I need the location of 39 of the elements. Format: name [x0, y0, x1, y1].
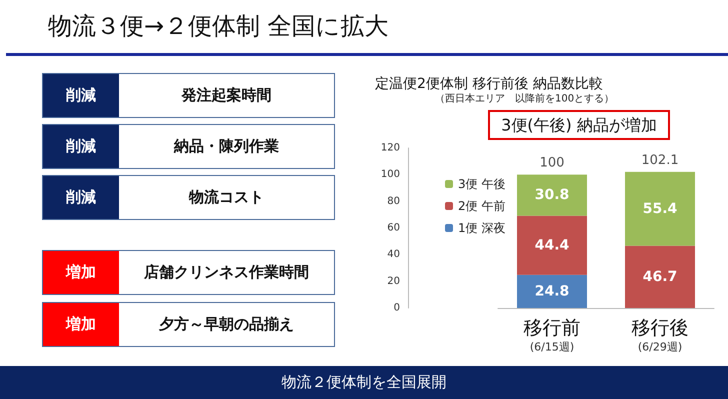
legend-label: 2便 午前 — [458, 199, 506, 213]
legend-label: 3便 午後 — [458, 177, 506, 191]
y-tick-label: 120 — [380, 142, 400, 154]
text: 3便(午後) 納品が増加 — [501, 116, 657, 134]
chart-title: 定温便2便体制 移行前後 納品数比較 — [375, 76, 603, 92]
text: 増加 — [43, 303, 119, 346]
text: 削減 — [43, 125, 119, 168]
bar — [625, 246, 695, 308]
bar — [517, 216, 587, 275]
bar — [517, 274, 587, 308]
data-label: 46.7 — [642, 268, 678, 285]
total-label: 102.1 — [641, 152, 679, 168]
text: 物流２便体制を全国展開 — [0, 366, 728, 399]
text: 物流３便→２便体制 全国に拡大 — [48, 11, 389, 42]
total-label: 100 — [540, 156, 564, 171]
bar — [625, 172, 695, 246]
text: 納品・陳列作業 — [119, 125, 334, 168]
data-label: 55.4 — [642, 200, 678, 217]
y-tick-label: 60 — [387, 222, 400, 234]
data-label: 24.8 — [534, 283, 570, 300]
x-tick-label: 移行前 (6/15週) — [524, 317, 580, 354]
text: 増加 — [43, 251, 119, 294]
x-tick-label: 移行後 (6/29週) — [632, 317, 688, 354]
y-tick-label: 80 — [387, 196, 400, 207]
data-label: 30.8 — [534, 187, 570, 204]
data-label: 44.4 — [534, 237, 570, 254]
text: 物流コスト — [119, 176, 334, 219]
y-tick-label: 100 — [380, 169, 400, 180]
text: 店舗クリンネス作業時間 — [119, 251, 334, 294]
y-tick-label: 20 — [387, 276, 400, 287]
text: 夕方～早朝の品揃え — [119, 303, 334, 346]
chart-subtitle: （西日本エリア 以降前を100とする） — [435, 92, 614, 104]
text: 発注起案時間 — [119, 74, 334, 117]
text: 削減 — [43, 74, 119, 117]
text: 削減 — [43, 176, 119, 219]
legend-label: 1便 深夜 — [458, 221, 506, 235]
y-tick-label: 0 — [394, 302, 400, 314]
bar — [517, 174, 587, 216]
y-tick-label: 40 — [387, 249, 400, 260]
